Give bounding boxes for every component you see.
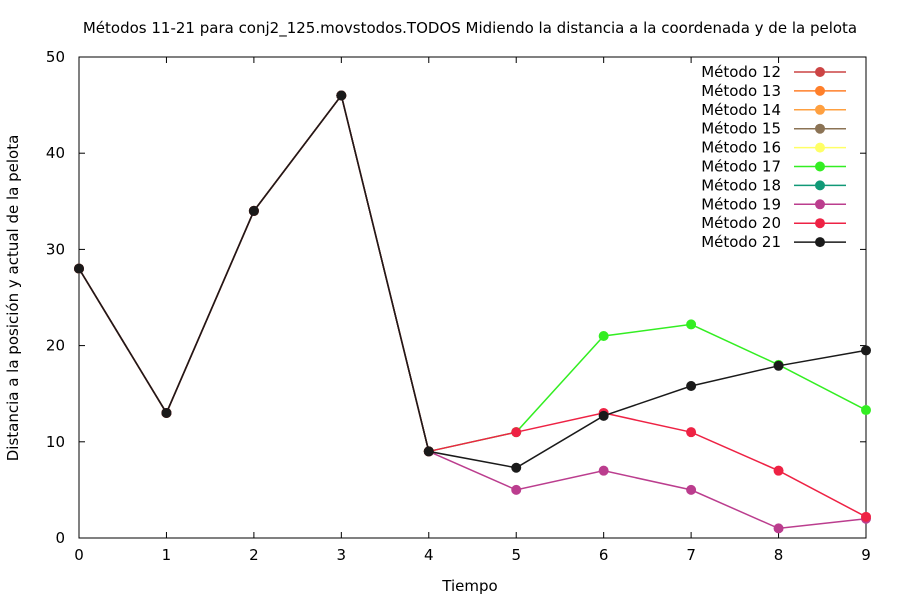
- x-tick-label: 2: [249, 546, 259, 564]
- y-tick-label: 20: [46, 337, 65, 355]
- legend-swatch-marker: [815, 85, 825, 96]
- legend-item: Método 18: [701, 176, 846, 194]
- legend-item: Método 21: [701, 233, 846, 251]
- legend-item: Método 15: [701, 120, 846, 138]
- y-tick-label: 0: [55, 529, 65, 547]
- data-point: [861, 405, 871, 416]
- legend-item: Método 17: [701, 158, 846, 176]
- legend-swatch-marker: [815, 199, 825, 210]
- x-tick-label: 8: [774, 546, 784, 564]
- y-tick-label: 40: [46, 144, 65, 162]
- series-line: [78, 93, 430, 452]
- series-10: [74, 90, 871, 473]
- series-line: [78, 93, 430, 452]
- series-line: [78, 93, 430, 452]
- legend-label: Método 16: [701, 139, 781, 157]
- legend-label: Método 14: [701, 101, 781, 119]
- legend-item: Método 12: [701, 63, 846, 81]
- data-point: [74, 263, 84, 274]
- series-5: [74, 90, 434, 457]
- legend-item: Método 13: [701, 82, 846, 100]
- legend-swatch-marker: [815, 67, 825, 77]
- series-line: [78, 93, 430, 452]
- data-point: [686, 427, 697, 438]
- x-tick-label: 7: [686, 546, 696, 564]
- data-point: [686, 319, 697, 330]
- legend-swatch-marker: [815, 180, 825, 191]
- y-tick-label: 30: [46, 240, 65, 258]
- legend-swatch-marker: [815, 161, 825, 172]
- data-point: [773, 360, 784, 371]
- x-tick-label: 9: [861, 546, 871, 564]
- legend-item: Método 14: [701, 101, 846, 119]
- legend-label: Método 18: [701, 176, 781, 194]
- legend-item: Método 19: [701, 195, 846, 213]
- x-tick-label: 5: [511, 546, 521, 564]
- y-tick-label: 10: [46, 433, 65, 451]
- y-tick-label: 50: [46, 48, 65, 66]
- data-point: [686, 484, 697, 495]
- x-tick-label: 4: [424, 546, 434, 564]
- data-point: [248, 205, 259, 216]
- legend-label: Método 19: [701, 195, 781, 213]
- axis-ticks: 0 1 2 3 4 5 6 7 8 9 0 10 20 30 40 50: [46, 48, 871, 564]
- data-point: [423, 446, 434, 457]
- legend-swatch-marker: [815, 218, 825, 229]
- y-axis-label: Distancia a la posición y actual de la p…: [4, 135, 22, 462]
- data-point: [686, 381, 697, 392]
- data-point: [773, 465, 784, 476]
- data-point: [511, 462, 522, 473]
- series-4: [74, 90, 434, 457]
- legend-label: Método 13: [701, 82, 781, 100]
- data-point: [598, 410, 609, 421]
- x-tick-label: 0: [74, 546, 84, 564]
- data-point: [161, 407, 172, 418]
- x-tick-label: 6: [599, 546, 609, 564]
- series-line: [78, 93, 867, 469]
- plot-border: [78, 56, 867, 539]
- legend-item: Método 16: [701, 139, 846, 157]
- series-1: [74, 90, 434, 457]
- x-tick-label: 1: [162, 546, 172, 564]
- series-2: [74, 90, 434, 457]
- series-layer: [74, 90, 871, 534]
- data-point: [511, 427, 522, 438]
- series-3: [74, 90, 434, 457]
- data-point: [861, 511, 871, 522]
- chart-title: Métodos 11-21 para conj2_125.movstodos.T…: [83, 19, 857, 38]
- data-point: [511, 484, 522, 495]
- data-point: [336, 90, 347, 101]
- data-point: [773, 523, 784, 534]
- data-point: [598, 330, 609, 341]
- series-line: [78, 93, 430, 452]
- series-7: [74, 90, 434, 457]
- x-axis-label: Tiempo: [441, 577, 497, 595]
- legend-item: Método 20: [701, 214, 846, 232]
- legend-swatch-marker: [815, 237, 825, 248]
- series-line: [78, 93, 430, 452]
- legend-label: Método 20: [701, 214, 781, 232]
- legend-label: Método 21: [701, 233, 781, 251]
- legend-swatch-marker: [815, 123, 825, 134]
- plot-frame: [78, 56, 867, 539]
- legend-label: Método 17: [701, 158, 781, 176]
- data-point: [861, 345, 871, 356]
- x-tick-label: 3: [337, 546, 347, 564]
- legend-swatch-marker: [815, 142, 825, 153]
- legend-label: Método 15: [701, 120, 781, 138]
- data-point: [598, 465, 609, 476]
- legend-swatch-marker: [815, 104, 825, 115]
- legend-label: Método 12: [701, 63, 781, 81]
